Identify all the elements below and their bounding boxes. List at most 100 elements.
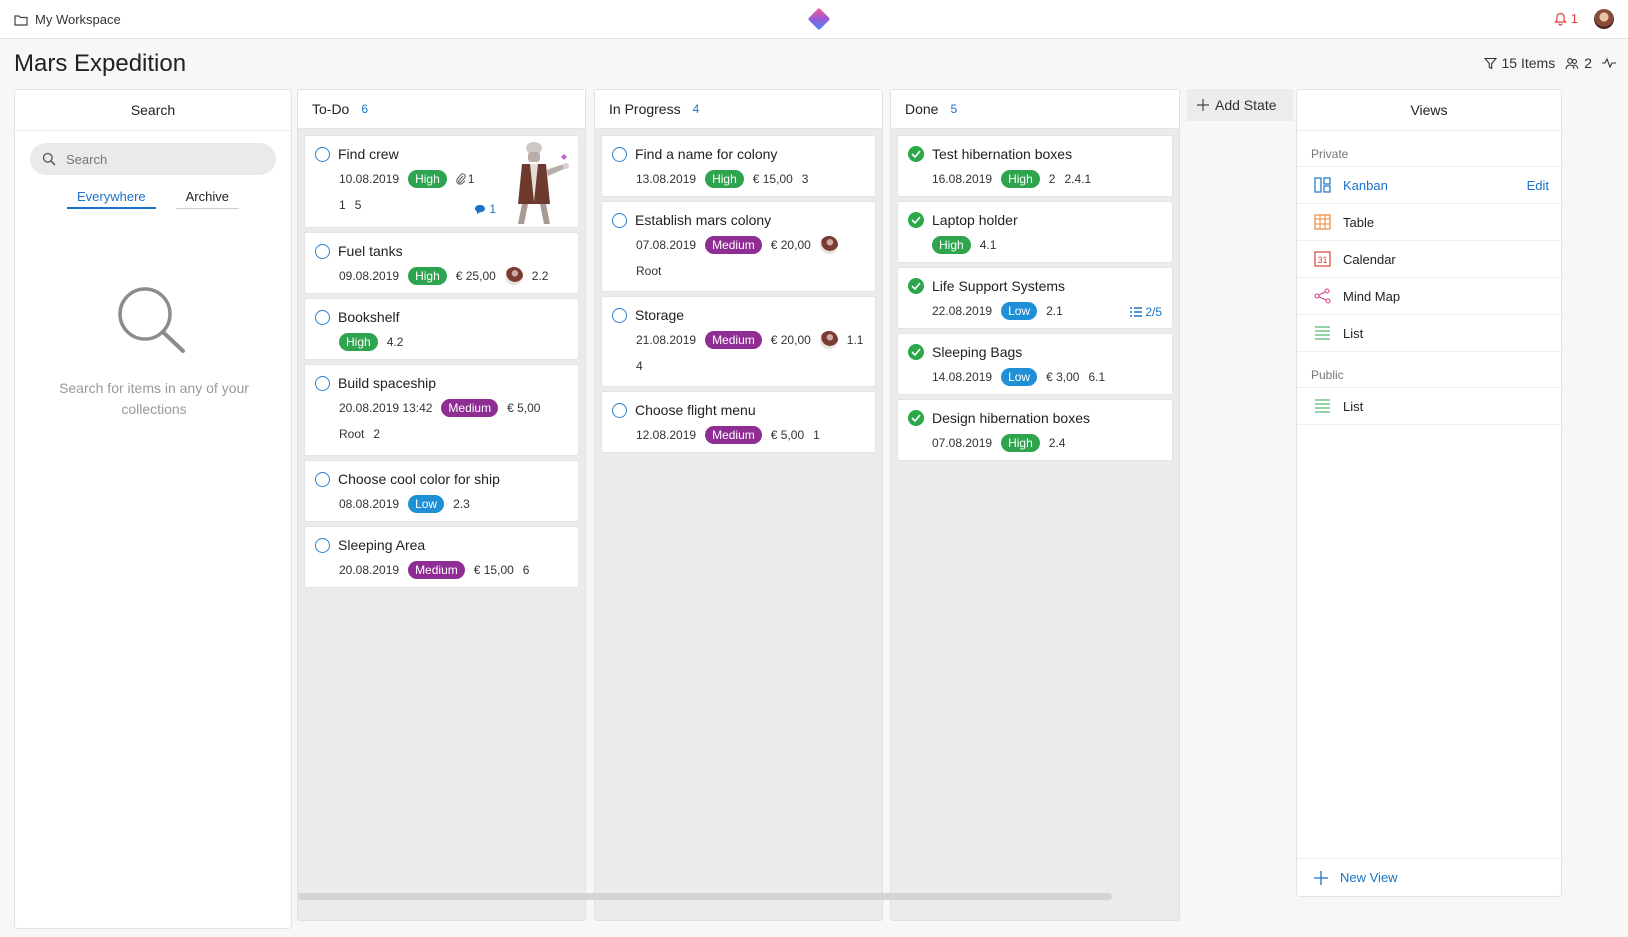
done-check-icon[interactable]: [908, 278, 924, 294]
status-circle-icon[interactable]: [315, 537, 330, 553]
column-title: In Progress: [609, 101, 681, 117]
status-circle-icon[interactable]: [612, 212, 627, 228]
card-field: 5: [354, 198, 362, 212]
card-life-support[interactable]: Life Support Systems 22.08.2019 Low 2.1 …: [897, 267, 1173, 329]
assignee-avatar[interactable]: [504, 267, 523, 285]
views-public-label: Public: [1311, 368, 1344, 382]
activity-button[interactable]: [1602, 57, 1616, 69]
activity-icon: [1602, 57, 1616, 69]
column-count: 5: [950, 102, 958, 116]
card-title: Find crew: [338, 146, 399, 162]
new-view-button[interactable]: New View: [1297, 858, 1561, 896]
card-price: € 3,00: [1046, 370, 1080, 384]
done-check-icon[interactable]: [908, 410, 924, 426]
column-header[interactable]: In Progress 4: [595, 90, 882, 129]
assignee-avatar[interactable]: [819, 331, 838, 349]
card-title: Establish mars colony: [635, 212, 772, 228]
filter-button[interactable]: 15 Items: [1483, 55, 1555, 71]
card-parent[interactable]: Root: [636, 264, 662, 278]
search-box[interactable]: [30, 143, 276, 175]
view-list[interactable]: List: [1297, 315, 1561, 352]
priority-badge: Medium: [408, 561, 465, 579]
checklist-progress[interactable]: 2/5: [1130, 305, 1162, 319]
card-title: Design hibernation boxes: [932, 410, 1090, 426]
plus-icon: [1314, 870, 1328, 885]
card-field: 2: [1048, 172, 1056, 186]
status-circle-icon[interactable]: [612, 402, 627, 418]
plus-icon: [1197, 99, 1209, 111]
column-header[interactable]: Done 5: [891, 90, 1179, 129]
status-circle-icon[interactable]: [315, 146, 330, 162]
user-avatar[interactable]: [1594, 9, 1614, 29]
card-title: Choose flight menu: [635, 402, 756, 418]
search-input[interactable]: [64, 150, 268, 168]
status-circle-icon[interactable]: [612, 146, 627, 162]
checklist-count: 2/5: [1145, 305, 1162, 319]
card-choose-color[interactable]: Choose cool color for ship 08.08.2019 Lo…: [304, 460, 579, 522]
card-number: 2.1: [1046, 304, 1063, 318]
card-parent[interactable]: Root: [339, 427, 365, 441]
column-header[interactable]: To-Do 6: [298, 90, 585, 129]
card-date: 13.08.2019: [636, 172, 697, 186]
add-state-button[interactable]: Add State: [1187, 89, 1293, 121]
card-title: Choose cool color for ship: [338, 471, 500, 487]
edit-view-button[interactable]: Edit: [1526, 177, 1549, 193]
card-laptop-holder[interactable]: Laptop holder High 4.1: [897, 201, 1173, 263]
column-title: Done: [905, 101, 939, 117]
notifications-button[interactable]: 1: [1553, 11, 1578, 26]
view-calendar[interactable]: 31 Calendar: [1297, 241, 1561, 278]
card-fuel-tanks[interactable]: Fuel tanks 09.08.2019 High € 25,00 2.2: [304, 232, 579, 294]
board-toolbar: 15 Items 2: [1483, 55, 1616, 71]
status-circle-icon[interactable]: [315, 471, 330, 487]
card-find-name[interactable]: Find a name for colony 13.08.2019 High €…: [601, 135, 876, 197]
horizontal-scrollbar[interactable]: [298, 893, 1112, 900]
card-sleeping-bags[interactable]: Sleeping Bags 14.08.2019 Low € 3,00 6.1: [897, 333, 1173, 395]
tab-everywhere[interactable]: Everywhere: [67, 189, 156, 209]
view-mind-map[interactable]: Mind Map: [1297, 278, 1561, 315]
done-check-icon[interactable]: [908, 146, 924, 162]
filter-icon: [1483, 57, 1497, 69]
card-find-crew[interactable]: Find crew 10.08.2019 High 1 1 5 1: [304, 135, 579, 228]
workspace-selector[interactable]: My Workspace: [14, 12, 121, 27]
priority-badge: Medium: [705, 236, 762, 254]
workspace-name: My Workspace: [35, 12, 121, 27]
views-panel: Views Private Kanban Edit Table 31 Calen…: [1296, 89, 1562, 897]
done-check-icon[interactable]: [908, 212, 924, 228]
card-bookshelf[interactable]: Bookshelf High 4.2: [304, 298, 579, 360]
attachments: 1: [456, 172, 474, 186]
card-number: 2.4.1: [1064, 172, 1092, 186]
members-count: 2: [1584, 55, 1592, 71]
card-date: 21.08.2019: [636, 333, 697, 347]
status-circle-icon[interactable]: [612, 307, 627, 323]
priority-badge: High: [1001, 434, 1040, 452]
card-test-hibernation[interactable]: Test hibernation boxes 16.08.2019 High 2…: [897, 135, 1173, 197]
done-check-icon[interactable]: [908, 344, 924, 360]
view-kanban[interactable]: Kanban Edit: [1297, 166, 1561, 204]
members-button[interactable]: 2: [1565, 55, 1592, 71]
view-public-list[interactable]: List: [1297, 387, 1561, 425]
app-logo-icon[interactable]: [807, 7, 831, 31]
card-number: 1: [813, 428, 820, 442]
card-establish-colony[interactable]: Establish mars colony 07.08.2019 Medium …: [601, 201, 876, 292]
status-circle-icon[interactable]: [315, 375, 330, 391]
card-build-spaceship[interactable]: Build spaceship 20.08.2019 13:42 Medium …: [304, 364, 579, 456]
card-number: 2.4: [1048, 436, 1066, 450]
calendar-icon: 31: [1314, 251, 1331, 267]
search-panel-heading: Search: [15, 90, 291, 131]
view-table[interactable]: Table: [1297, 204, 1561, 241]
card-storage[interactable]: Storage 21.08.2019 Medium € 20,00 1.1 4: [601, 296, 876, 387]
view-label: Table: [1343, 214, 1375, 230]
status-circle-icon[interactable]: [315, 243, 330, 259]
members-icon: [1565, 57, 1579, 69]
notification-count: 1: [1570, 11, 1578, 26]
comments[interactable]: 1: [474, 202, 496, 216]
status-circle-icon[interactable]: [315, 309, 330, 325]
card-sleeping-area[interactable]: Sleeping Area 20.08.2019 Medium € 15,00 …: [304, 526, 579, 588]
checklist-icon: [1130, 307, 1143, 317]
list-icon: [1315, 399, 1330, 413]
tab-archive[interactable]: Archive: [175, 189, 239, 209]
assignee-avatar[interactable]: [819, 236, 838, 254]
card-design-hibernation[interactable]: Design hibernation boxes 07.08.2019 High…: [897, 399, 1173, 461]
card-title: Laptop holder: [932, 212, 1018, 228]
card-flight-menu[interactable]: Choose flight menu 12.08.2019 Medium € 5…: [601, 391, 876, 453]
